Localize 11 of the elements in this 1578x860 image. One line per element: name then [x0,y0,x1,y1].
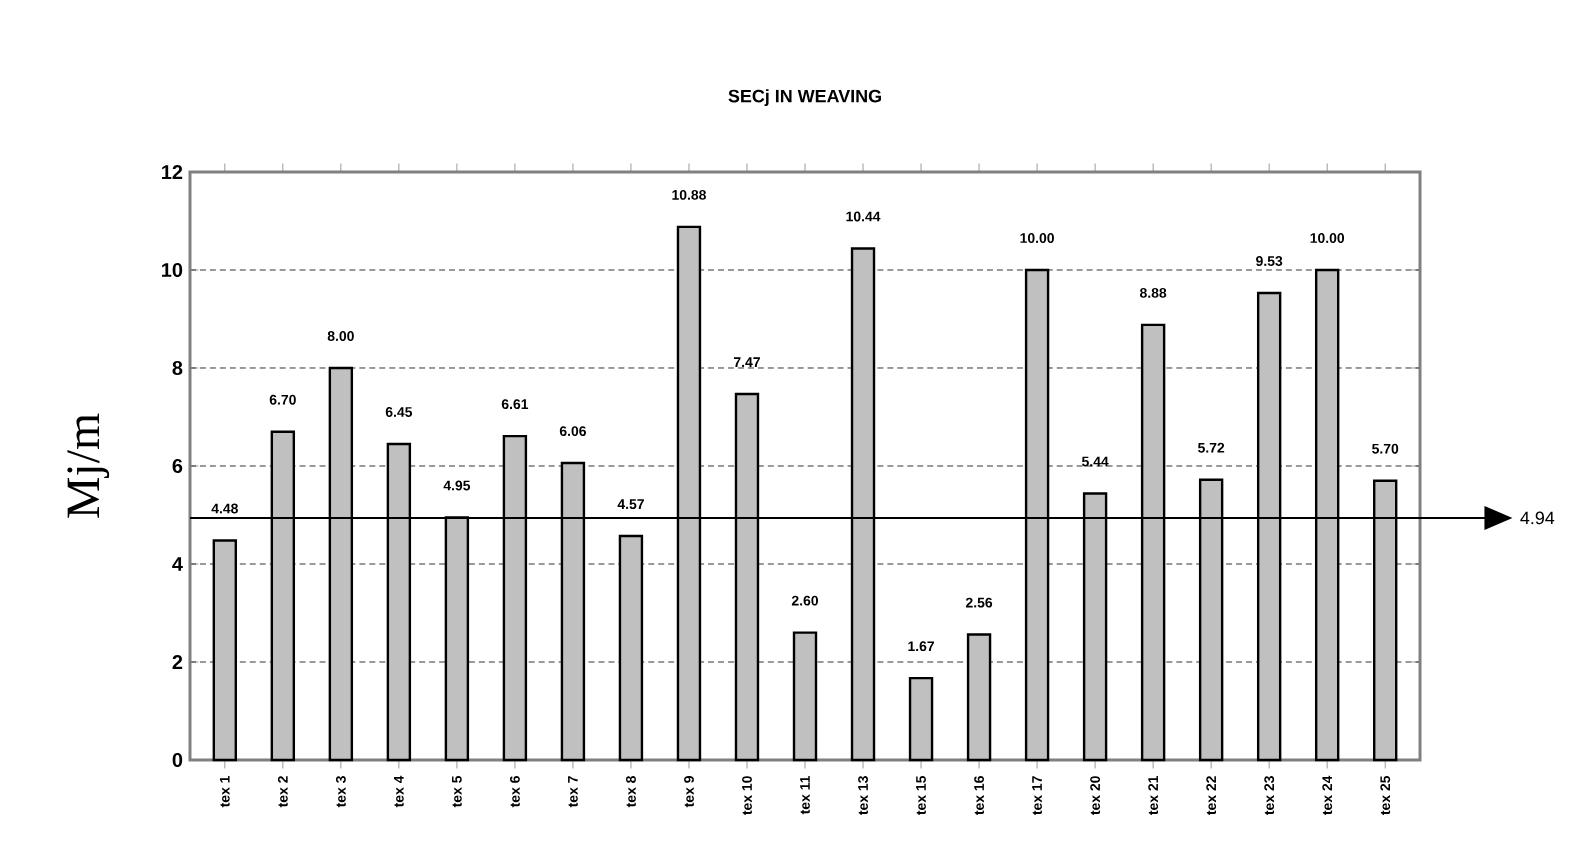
y-tick-label: 8 [172,360,183,376]
y-tick-label: 4 [172,557,183,571]
y-tick-label: 0 [172,752,183,768]
y-tick-label: 10 [162,262,183,278]
ref-line-label: 4.94 [1520,511,1555,525]
chart-title: SECj IN WEAVING [728,89,881,106]
y-tick-label: 12 [162,165,183,179]
y-axis-title: Mj/m [67,413,110,518]
y-tick-label: 6 [172,458,183,474]
bar [908,676,934,762]
y-tick-label: 2 [172,655,183,669]
